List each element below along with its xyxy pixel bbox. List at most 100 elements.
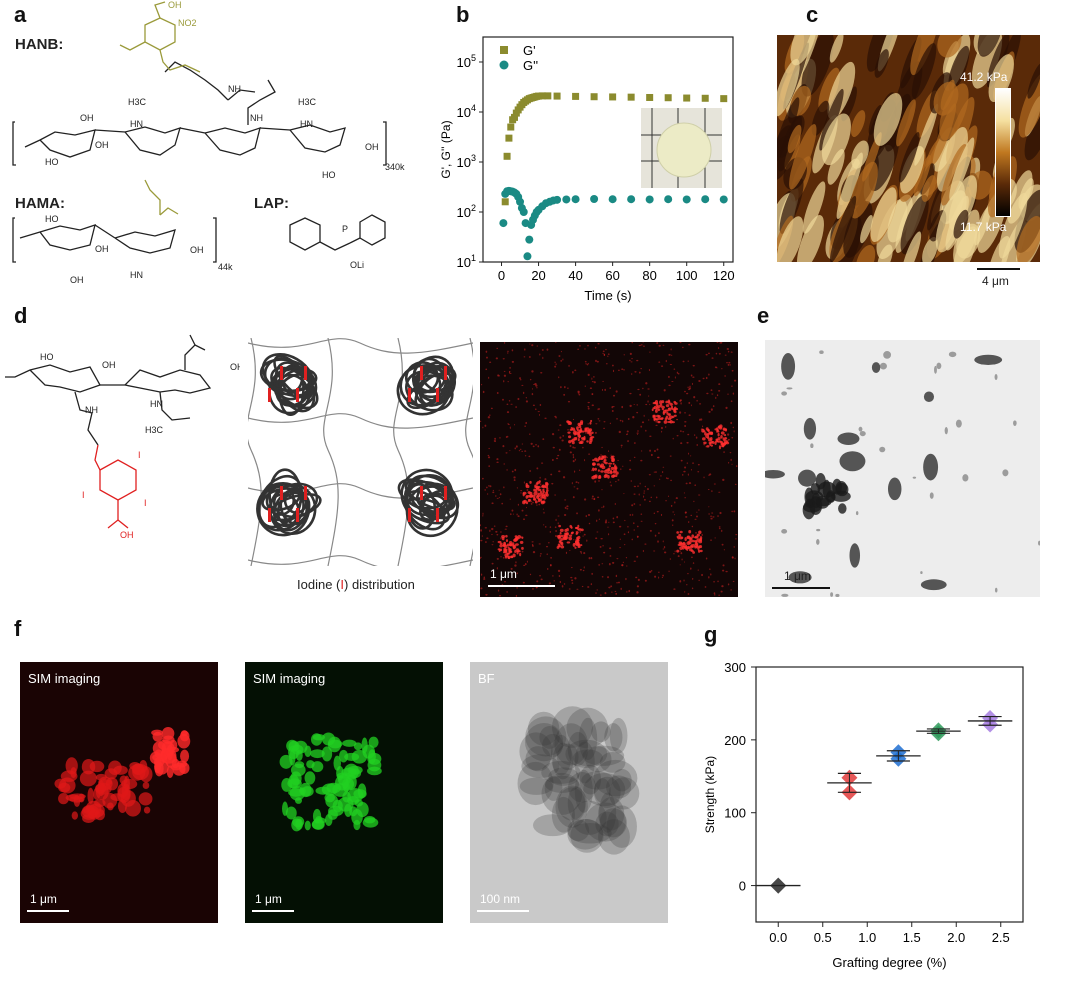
iodine-marker [304,486,307,500]
hanb-label: HANB: [15,36,64,53]
iodine-marker [280,486,283,500]
gprime-point [553,92,561,100]
gdoubleprime-point [664,195,673,204]
texture [566,419,595,445]
chemical-structure-d: HO OH OH NH HN H3C I I I OH [5,334,240,540]
y-tick-label: 100 [724,806,746,821]
inset-hydrogel-photo [641,108,722,188]
atom-label: HO [322,170,336,180]
x-tick-label: 1.5 [903,930,921,945]
gdoubleprime-point [523,252,532,261]
scale-label-f1: 1 μm [30,892,57,906]
atom-label: NH [85,405,98,415]
x-tick-label: 120 [713,268,735,283]
y-tick-label: 101 [457,253,476,270]
sim-title-2: SIM imaging [253,671,326,686]
gprime-point [609,93,617,101]
panel-label-d: d [14,303,28,328]
colorbar-max: 41.2 kPa [960,70,1008,84]
gprime-point [701,94,709,102]
atom-label: OH [120,530,134,540]
scale-label-c: 4 μm [982,274,1009,288]
gdoubleprime-point [562,195,571,204]
atom-label: H3C [145,425,164,435]
x-tick-label: 2.0 [947,930,965,945]
gprime-point [664,94,672,102]
sim-image-green [245,662,443,923]
atom-label: H3C [298,97,317,107]
y-tick-label: 103 [457,153,476,170]
iodine-marker [436,388,439,402]
legend-label: G' [523,43,536,58]
scale-label-f2: 1 μm [255,892,282,906]
y-tick-label: 0 [739,879,746,894]
y-axis-label: Strength (kPa) [703,756,717,833]
texture [556,524,584,549]
scale-label-d: 1 μm [490,567,517,581]
iodine-atom: I [138,450,141,460]
texture [480,342,738,597]
bf-title: BF [478,671,495,686]
texture [781,350,1040,597]
chemical-structures-a: OH OH HO HN H3C NH NH HN H3C OH HO 340k … [12,0,405,285]
texture [149,727,191,778]
panel-label-f: f [14,616,22,641]
scale-bar-f1 [27,910,69,912]
gprime-point [720,95,728,103]
y-tick-label: 300 [724,660,746,675]
x-tick-label: 0.0 [769,930,787,945]
gdoubleprime-point [645,195,654,204]
x-tick-label: 0 [498,268,505,283]
polymer-coil [259,353,319,417]
atom-label: OH [70,275,84,285]
gprime-point [507,123,515,131]
gdoubleprime-point [516,197,525,206]
iodine-marker [304,366,307,380]
brightfield-image [470,662,668,923]
texture [497,534,524,560]
gprime-point [646,93,654,101]
iodine-marker [296,388,299,402]
atom-label: NH [228,84,241,94]
x-tick-label: 2.5 [992,930,1010,945]
network-strand [323,338,339,566]
iodine-marker [420,486,423,500]
network-diagram [248,338,473,566]
texture [701,424,730,450]
gdoubleprime-point [608,195,617,204]
y-tick-label: 102 [457,203,476,220]
y-tick-label: 200 [724,733,746,748]
texture [517,706,640,855]
atom-label: OH [168,0,182,10]
chart-g-strength: 0.0 0.5 1.0 1.5 2.0 2.5 0 100 200 300 Grafting deg… [703,660,1024,970]
afm-texture [777,35,1040,262]
network-strand [248,555,473,566]
iodine-marker [444,366,447,380]
panel-label-g: g [704,622,718,647]
gprime-point [503,152,511,160]
gdoubleprime-point [719,195,728,204]
atom-label: HN [150,399,163,409]
scale-label-e: 1 μm [784,569,811,583]
gprime-point [544,92,552,100]
gdoubleprime-point [571,195,580,204]
network-strand [248,338,473,354]
atom-label: P [342,224,348,234]
atom-label: OH [190,245,204,255]
panel-label-a: a [14,2,27,27]
x-tick-label: 0.5 [814,930,832,945]
gprime-point [572,92,580,100]
x-tick-label: 40 [568,268,582,283]
gdoubleprime-point [627,195,636,204]
legend-marker [499,60,509,70]
atom-label: OH [95,140,109,150]
iodine-marker [296,508,299,522]
texture [651,399,679,424]
atom-label: OH [95,244,109,254]
gprime-point [510,113,518,121]
gdoubleprime-point [682,195,691,204]
chart-b-rheology: 0 20 40 60 80 100 120 101 102 103 104 105 Time (s) G'… [440,36,735,303]
atom-label: HO [45,157,59,167]
atom-label: HN [130,119,143,129]
